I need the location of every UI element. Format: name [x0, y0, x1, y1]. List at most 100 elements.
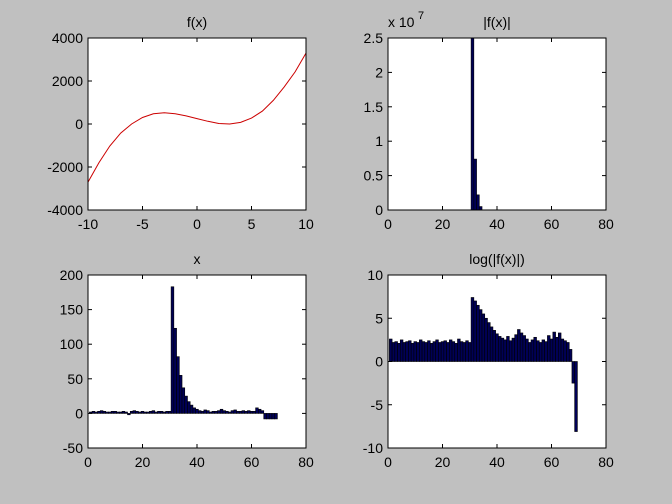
x-tick-label: -5 — [136, 216, 149, 232]
y-tick-label: 2000 — [52, 73, 83, 89]
bar — [508, 340, 513, 362]
bar — [274, 413, 278, 420]
bar — [492, 330, 496, 362]
bar — [113, 411, 117, 414]
exponent-label: x 10 — [388, 14, 415, 30]
bar — [236, 411, 240, 414]
subplot-title: f(x) — [187, 14, 207, 30]
bar — [522, 335, 526, 362]
bar — [140, 411, 145, 414]
bar — [214, 411, 218, 414]
bar — [484, 317, 488, 362]
y-tick-label: 4000 — [52, 30, 83, 46]
bar — [438, 342, 442, 362]
bar — [443, 340, 447, 362]
bar — [514, 334, 518, 362]
plot-area — [88, 38, 306, 210]
bar — [525, 338, 529, 362]
bar — [146, 411, 150, 414]
subplot-title: |f(x)| — [483, 14, 511, 30]
bar — [189, 404, 194, 414]
bar — [476, 194, 480, 211]
bar — [244, 411, 248, 414]
bar — [459, 341, 464, 362]
x-tick-label: 20 — [435, 216, 451, 232]
subplot-log-abs-fx: 0 20 40 60 80 -10 -5 0 5 10 log(|f(x)|) — [363, 251, 614, 470]
series-line — [87, 52, 307, 183]
bar — [470, 37, 475, 211]
bar — [271, 413, 275, 420]
bar — [162, 411, 166, 414]
bar — [110, 411, 115, 414]
bar — [219, 408, 224, 414]
bar — [536, 340, 540, 362]
x-tick-label: 20 — [135, 454, 151, 470]
bar — [416, 342, 420, 362]
bar — [538, 342, 543, 362]
bar — [454, 343, 458, 362]
bar — [462, 342, 466, 362]
bar — [451, 341, 456, 362]
x-tick-label: -10 — [78, 216, 98, 232]
bar — [506, 336, 510, 362]
y-tick-label: 10 — [367, 267, 383, 283]
bar — [241, 410, 245, 414]
y-tick-label: 200 — [60, 267, 84, 283]
y-tick-label: 5 — [375, 310, 383, 326]
bar — [170, 286, 175, 414]
bar — [258, 408, 262, 414]
bar — [473, 158, 477, 211]
bar — [143, 411, 147, 414]
bar — [478, 206, 483, 211]
bar — [528, 342, 532, 362]
bar — [249, 411, 254, 414]
bar — [211, 411, 216, 414]
bar — [547, 335, 551, 362]
y-tick-label: 0 — [375, 202, 383, 218]
bar — [571, 361, 575, 384]
x-tick-label: 0 — [193, 216, 201, 232]
bar — [255, 407, 259, 414]
subplot-abs-fx: 0 20 40 60 80 0 0.5 1 1.5 2 2.5 |f(x)| x 10 7 — [364, 10, 614, 232]
bar — [268, 413, 273, 420]
bar — [173, 327, 177, 414]
y-tick-label: 50 — [67, 371, 83, 387]
bar — [108, 411, 112, 414]
bar — [495, 333, 499, 362]
plot-area — [388, 38, 606, 210]
bar — [408, 340, 412, 362]
bar — [263, 413, 267, 420]
subplot-title: x — [194, 251, 201, 267]
bar — [135, 411, 139, 414]
bar — [419, 339, 423, 362]
bar — [457, 338, 461, 362]
x-tick-label: 60 — [544, 216, 560, 232]
y-tick-label: 2 — [375, 64, 383, 80]
bar — [124, 411, 128, 414]
bar — [558, 332, 562, 362]
bar — [127, 413, 131, 416]
bar — [544, 341, 548, 362]
bar — [440, 341, 445, 362]
bar — [233, 409, 237, 414]
y-tick-label: 1 — [375, 133, 383, 149]
bar — [568, 349, 573, 362]
bar — [217, 410, 221, 414]
bar — [446, 342, 450, 362]
bar — [102, 411, 107, 414]
bar — [421, 341, 426, 362]
subplot-title: log(|f(x)|) — [469, 251, 525, 267]
bar — [399, 339, 404, 362]
y-tick-label: 0 — [375, 354, 383, 370]
x-tick-label: 10 — [298, 216, 314, 232]
bar — [410, 343, 415, 362]
bar — [405, 341, 409, 362]
bar — [97, 411, 101, 414]
bar — [157, 411, 161, 414]
x-tick-label: 80 — [298, 454, 314, 470]
bar — [449, 339, 453, 362]
bar — [203, 409, 207, 414]
bar — [427, 340, 431, 362]
bar — [397, 343, 401, 362]
